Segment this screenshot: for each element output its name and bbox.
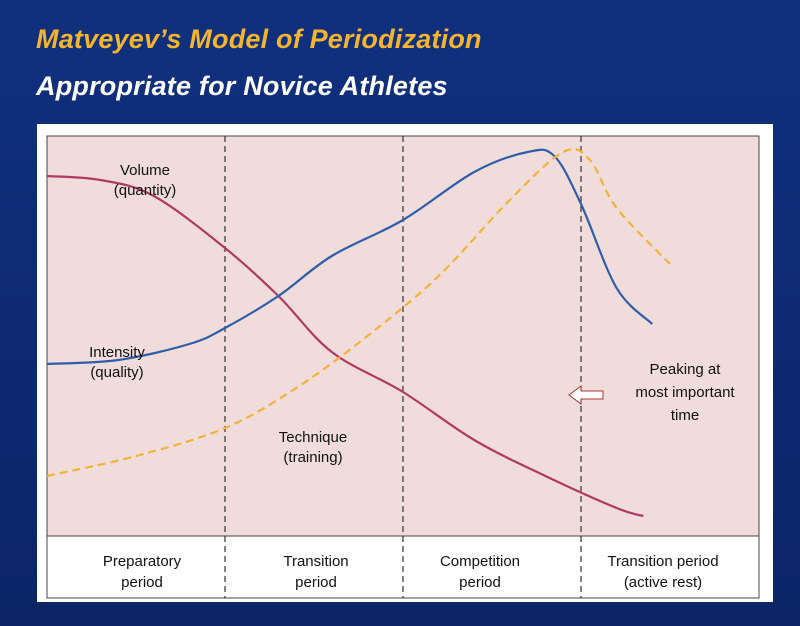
intensity-curve xyxy=(46,148,653,366)
phase-label-competition-line1: Competition xyxy=(440,553,520,570)
peaking-annotation-line1: Peaking at xyxy=(650,361,722,378)
peaking-annotation-line3: time xyxy=(671,407,699,424)
periodization-chart: Volume (quantity) Intensity (quality) Te… xyxy=(46,135,760,599)
chart-panel: Volume (quantity) Intensity (quality) Te… xyxy=(37,124,773,602)
intensity-label-line1: Intensity xyxy=(89,344,145,361)
technique-label-line1: Technique xyxy=(279,429,347,446)
volume-label-line2: (quantity) xyxy=(114,182,177,199)
page-title: Matveyev’s Model of Periodization xyxy=(36,24,482,54)
page-subtitle: Appropriate for Novice Athletes xyxy=(36,71,448,101)
phase-label-transition-line1: Transition xyxy=(283,553,348,570)
phase-label-active-rest-line1: Transition period xyxy=(607,553,718,570)
technique-curve xyxy=(46,148,671,478)
phase-label-competition-line2: period xyxy=(459,574,501,591)
phase-label-preparatory-line1: Preparatory xyxy=(103,553,182,570)
volume-label-line1: Volume xyxy=(120,162,170,179)
phase-label-transition-line2: period xyxy=(295,574,337,591)
technique-label-line2: (training) xyxy=(283,449,342,466)
intensity-label-line2: (quality) xyxy=(90,364,143,381)
peaking-arrow-icon xyxy=(568,385,604,405)
phase-label-active-rest-line2: (active rest) xyxy=(624,574,702,591)
peaking-annotation-line2: most important xyxy=(635,384,735,401)
phase-label-preparatory-line2: period xyxy=(121,574,163,591)
volume-curve xyxy=(46,174,644,518)
